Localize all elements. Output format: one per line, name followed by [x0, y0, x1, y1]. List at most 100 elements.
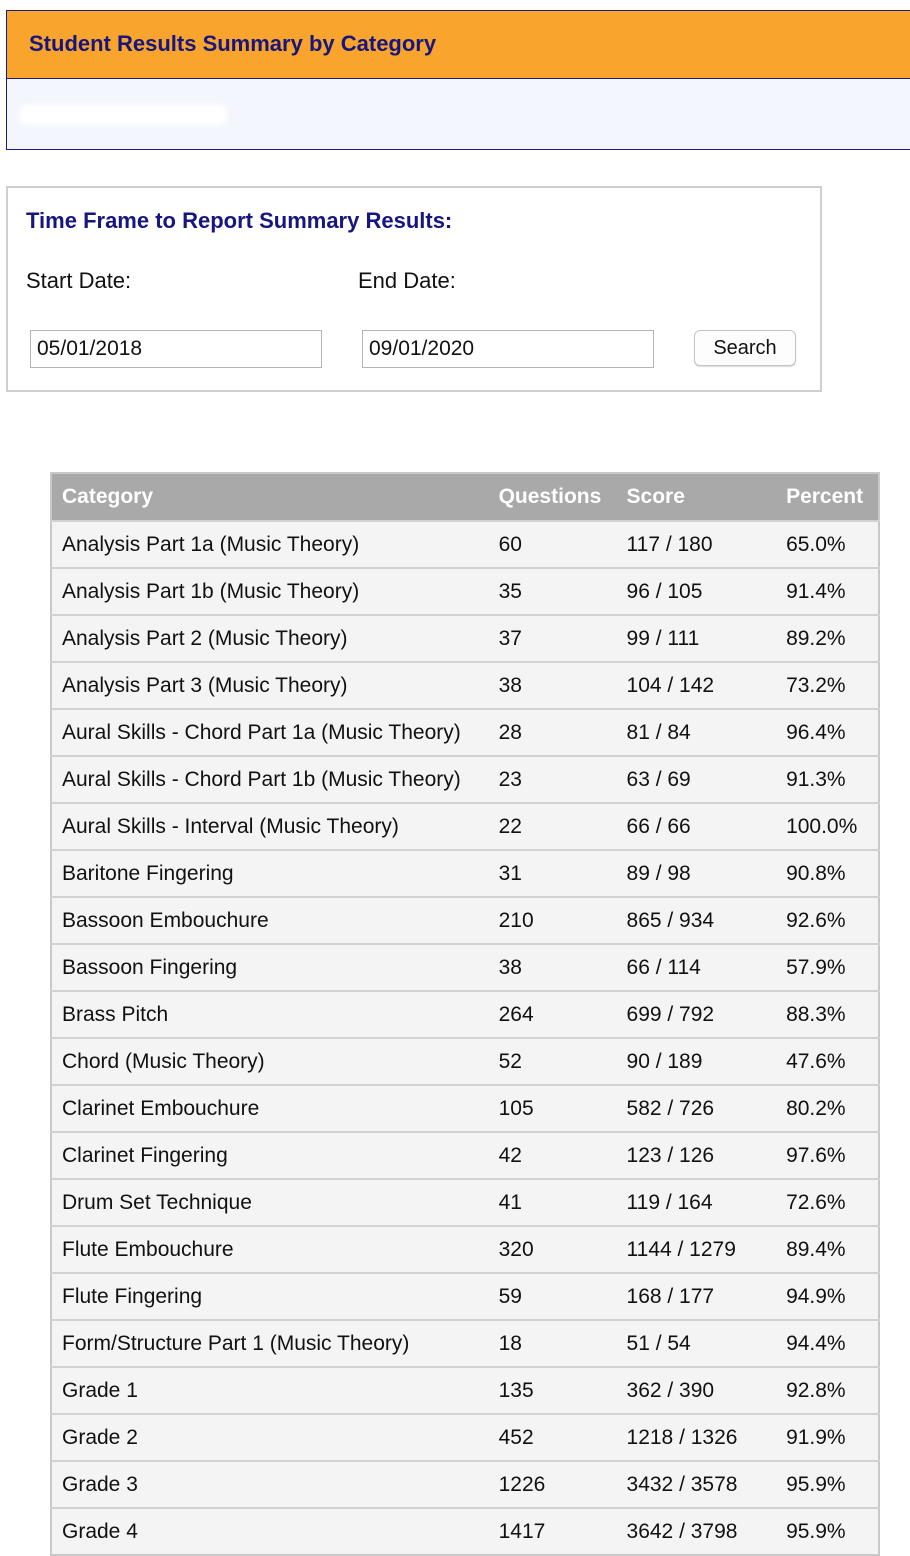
table-row: Flute Embouchure 320 1144 / 1279 89.4%	[51, 1225, 879, 1273]
category-cell: Chord (Music Theory)	[51, 1037, 489, 1085]
percent-cell: 91.3%	[776, 755, 879, 803]
percent-cell: 88.3%	[776, 990, 879, 1038]
end-date-input[interactable]	[362, 330, 654, 368]
table-row: Drum Set Technique 41 119 / 164 72.6%	[51, 1178, 879, 1226]
score-cell: 99 / 111	[616, 614, 777, 662]
category-cell: Analysis Part 2 (Music Theory)	[51, 614, 489, 662]
percent-cell: 91.4%	[776, 567, 879, 615]
search-button[interactable]: Search	[694, 330, 796, 366]
score-cell: 117 / 180	[616, 520, 777, 568]
category-cell: Analysis Part 1a (Music Theory)	[51, 520, 489, 568]
category-cell: Baritone Fingering	[51, 849, 489, 897]
column-header-category[interactable]: Category	[51, 473, 489, 521]
percent-cell: 94.9%	[776, 1272, 879, 1320]
start-date-input[interactable]	[30, 330, 322, 368]
results-table: Category Questions Score Percent Analysi…	[50, 472, 880, 1556]
percent-cell: 80.2%	[776, 1084, 879, 1132]
questions-cell: 31	[488, 849, 617, 897]
table-row: Chord (Music Theory) 52 90 / 189 47.6%	[51, 1037, 879, 1085]
score-cell: 699 / 792	[616, 990, 777, 1038]
questions-cell: 42	[488, 1131, 617, 1179]
start-date-label: Start Date:	[26, 268, 132, 293]
questions-cell: 18	[488, 1319, 617, 1367]
score-cell: 582 / 726	[616, 1084, 777, 1132]
percent-cell: 57.9%	[776, 943, 879, 991]
questions-cell: 41	[488, 1178, 617, 1226]
score-cell: 104 / 142	[616, 661, 777, 709]
table-row: Analysis Part 2 (Music Theory) 37 99 / 111…	[51, 614, 879, 662]
questions-cell: 22	[488, 802, 617, 850]
category-cell: Clarinet Fingering	[51, 1131, 489, 1179]
category-cell: Flute Embouchure	[51, 1225, 489, 1273]
table-row: Flute Fingering 59 168 / 177 94.9%	[51, 1272, 879, 1320]
score-cell: 66 / 114	[616, 943, 777, 991]
score-cell: 123 / 126	[616, 1131, 777, 1179]
end-date-label: End Date:	[358, 268, 456, 293]
table-header-row: Category Questions Score Percent	[51, 473, 879, 521]
table-row: Bassoon Fingering 38 66 / 114 57.9%	[51, 943, 879, 991]
percent-cell: 47.6%	[776, 1037, 879, 1085]
score-cell: 3432 / 3578	[616, 1460, 777, 1508]
column-header-percent[interactable]: Percent	[776, 473, 879, 521]
questions-cell: 38	[488, 661, 617, 709]
column-header-score[interactable]: Score	[616, 473, 777, 521]
questions-cell: 38	[488, 943, 617, 991]
percent-cell: 89.4%	[776, 1225, 879, 1273]
score-cell: 119 / 164	[616, 1178, 777, 1226]
score-cell: 3642 / 3798	[616, 1507, 777, 1555]
score-cell: 362 / 390	[616, 1366, 777, 1414]
questions-cell: 37	[488, 614, 617, 662]
score-cell: 89 / 98	[616, 849, 777, 897]
percent-cell: 72.6%	[776, 1178, 879, 1226]
questions-cell: 1226	[488, 1460, 617, 1508]
category-cell: Flute Fingering	[51, 1272, 489, 1320]
questions-cell: 28	[488, 708, 617, 756]
questions-cell: 59	[488, 1272, 617, 1320]
questions-cell: 210	[488, 896, 617, 944]
category-cell: Drum Set Technique	[51, 1178, 489, 1226]
category-cell: Aural Skills - Chord Part 1b (Music Theo…	[51, 755, 489, 803]
table-row: Aural Skills - Chord Part 1b (Music Theo…	[51, 755, 879, 803]
table-row: Bassoon Embouchure 210 865 / 934 92.6%	[51, 896, 879, 944]
percent-cell: 89.2%	[776, 614, 879, 662]
questions-cell: 23	[488, 755, 617, 803]
percent-cell: 90.8%	[776, 849, 879, 897]
questions-cell: 320	[488, 1225, 617, 1273]
score-cell: 81 / 84	[616, 708, 777, 756]
table-row: Grade 4 1417 3642 / 3798 95.9%	[51, 1507, 879, 1555]
category-cell: Bassoon Embouchure	[51, 896, 489, 944]
time-frame-panel: Time Frame to Report Summary Results: St…	[6, 186, 822, 392]
page-title: Student Results Summary by Category	[29, 31, 437, 56]
category-cell: Analysis Part 1b (Music Theory)	[51, 567, 489, 615]
page-header: Student Results Summary by Category	[6, 10, 910, 78]
score-cell: 96 / 105	[616, 567, 777, 615]
score-cell: 865 / 934	[616, 896, 777, 944]
table-row: Clarinet Embouchure 105 582 / 726 80.2%	[51, 1084, 879, 1132]
category-cell: Brass Pitch	[51, 990, 489, 1038]
percent-cell: 94.4%	[776, 1319, 879, 1367]
table-row: Aural Skills - Chord Part 1a (Music Theo…	[51, 708, 879, 756]
category-cell: Clarinet Embouchure	[51, 1084, 489, 1132]
score-cell: 90 / 189	[616, 1037, 777, 1085]
category-cell: Form/Structure Part 1 (Music Theory)	[51, 1319, 489, 1367]
category-cell: Grade 3	[51, 1460, 489, 1508]
category-cell: Aural Skills - Chord Part 1a (Music Theo…	[51, 708, 489, 756]
questions-cell: 264	[488, 990, 617, 1038]
column-header-questions[interactable]: Questions	[488, 473, 617, 521]
score-cell: 51 / 54	[616, 1319, 777, 1367]
questions-cell: 105	[488, 1084, 617, 1132]
table-row: Analysis Part 1a (Music Theory) 60 117 / 1…	[51, 520, 879, 568]
table-row: Clarinet Fingering 42 123 / 126 97.6%	[51, 1131, 879, 1179]
table-row: Brass Pitch 264 699 / 792 88.3%	[51, 990, 879, 1038]
percent-cell: 91.9%	[776, 1413, 879, 1461]
table-row: Form/Structure Part 1 (Music Theory) 18 51…	[51, 1319, 879, 1367]
score-cell: 1218 / 1326	[616, 1413, 777, 1461]
category-cell: Grade 1	[51, 1366, 489, 1414]
questions-cell: 1417	[488, 1507, 617, 1555]
percent-cell: 73.2%	[776, 661, 879, 709]
table-row: Aural Skills - Interval (Music Theory) 22…	[51, 802, 879, 850]
percent-cell: 95.9%	[776, 1507, 879, 1555]
percent-cell: 92.6%	[776, 896, 879, 944]
percent-cell: 65.0%	[776, 520, 879, 568]
questions-cell: 135	[488, 1366, 617, 1414]
